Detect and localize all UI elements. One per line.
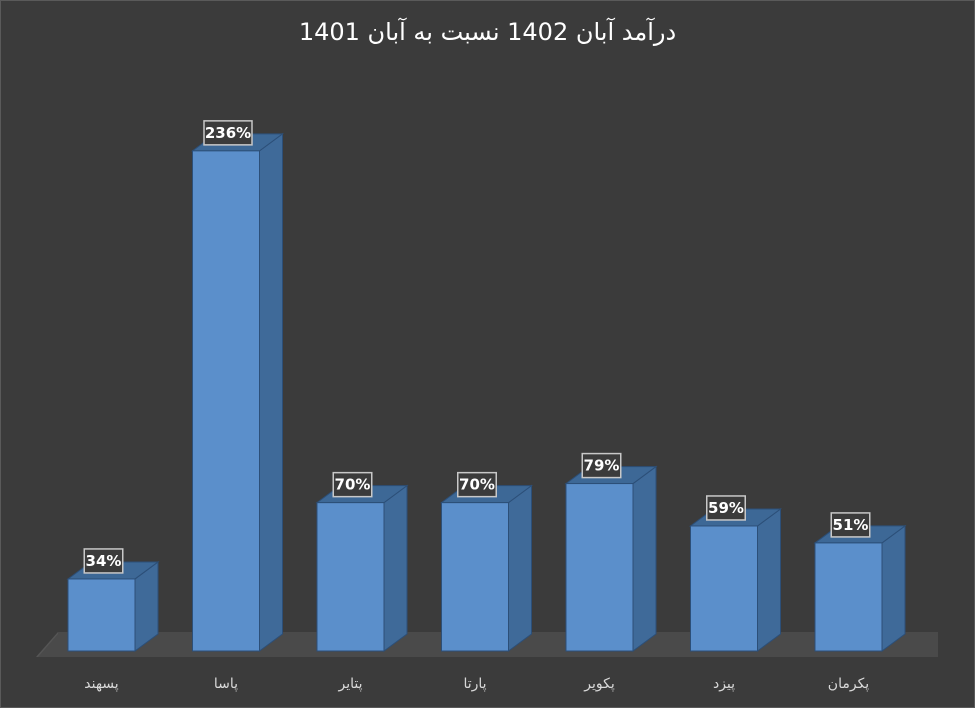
data-label: 79%: [584, 457, 620, 475]
x-tick-label: پکرمان: [828, 676, 870, 692]
bar-side: [757, 507, 781, 652]
bar-front: [192, 150, 260, 652]
bar-front: [814, 542, 883, 652]
bar-side: [383, 484, 408, 652]
bar-7: 51% پکرمان: [813, 512, 907, 692]
data-label: 34%: [86, 552, 122, 570]
x-tick-label: پتایر: [337, 676, 362, 692]
data-label: 236%: [205, 124, 251, 142]
data-label: 70%: [459, 476, 495, 494]
bar-front: [565, 483, 634, 652]
data-label: 70%: [335, 476, 371, 494]
data-label-box: [581, 452, 622, 479]
bar-6: 59% پیزد: [688, 495, 783, 692]
data-label-box: [706, 495, 746, 521]
x-tick-label: پارتا: [463, 676, 486, 692]
x-tick-label: پکویر: [583, 676, 615, 692]
data-label-box: [830, 512, 871, 538]
data-label-box: [457, 471, 497, 498]
bar-front: [441, 502, 509, 652]
bar-side: [508, 484, 532, 652]
bar-side: [881, 524, 906, 652]
bar-2: 236% پاسا: [190, 120, 285, 692]
x-tick-label: پیزد: [713, 676, 735, 692]
bar-1: 34% پسهند: [66, 548, 160, 692]
data-label: 51%: [833, 516, 869, 534]
chart-floor-edge: [36, 632, 58, 657]
bar-side: [259, 132, 283, 652]
chart-title: درآمد آبان 1402 نسبت به آبان 1401: [298, 18, 677, 46]
bar-front: [67, 578, 136, 652]
x-tick-label: پسهند: [84, 676, 119, 692]
x-tick-label: پاسا: [214, 676, 238, 692]
bar-5: 79% پکویر: [564, 452, 658, 692]
data-label-box: [83, 548, 124, 574]
bar-3: 70% پتایر: [315, 471, 409, 692]
data-label-box: [332, 471, 373, 498]
bar-4: 70% پارتا: [439, 471, 534, 692]
bar-front: [690, 525, 758, 652]
bar-front: [316, 502, 385, 652]
data-label-box: [203, 120, 253, 146]
bar-side: [632, 465, 657, 652]
data-label: 59%: [708, 499, 744, 517]
